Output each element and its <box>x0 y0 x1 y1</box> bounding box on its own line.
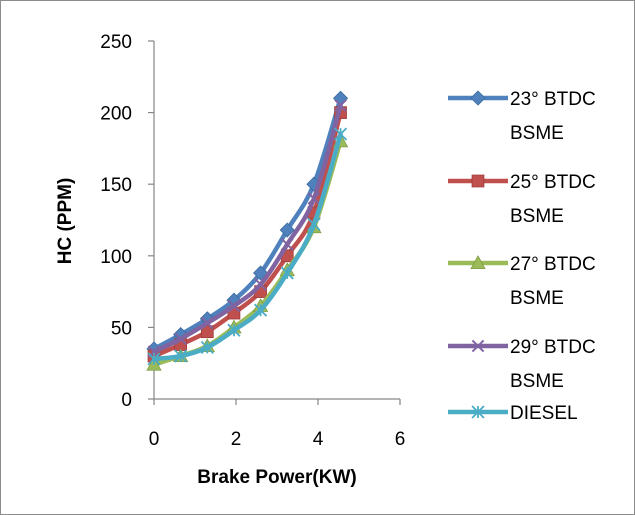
legend-label: 25° BTDC <box>510 172 596 193</box>
legend-label: BSME <box>510 371 564 392</box>
series-layer <box>146 90 349 371</box>
legend-label: 23° BTDC <box>510 89 596 110</box>
ticks <box>148 40 401 405</box>
tick-labels: 0 50 100 150 200 250 0 2 4 6 <box>100 32 405 450</box>
legend-item-1: 23° BTDC BSME <box>448 89 596 144</box>
data-point <box>470 90 486 106</box>
data-point <box>200 340 214 355</box>
legend-item-5: DIESEL <box>448 403 578 424</box>
series-5 <box>147 127 348 366</box>
data-point <box>471 174 485 188</box>
legend-label: DIESEL <box>510 403 578 424</box>
x-axis-title: Brake Power(KW) <box>197 467 356 488</box>
data-point <box>174 332 187 346</box>
data-point <box>174 349 188 363</box>
y-tick-label: 200 <box>100 104 132 125</box>
y-tick-label: 50 <box>111 318 132 339</box>
x-tick-label: 0 <box>149 429 160 450</box>
data-point <box>279 222 295 238</box>
legend-label: 27° BTDC <box>510 254 596 275</box>
data-point <box>470 255 486 270</box>
data-point <box>227 323 241 337</box>
series-4 <box>147 99 347 359</box>
y-tick-label: 150 <box>100 175 132 196</box>
y-tick-label: 100 <box>100 247 132 268</box>
data-point <box>254 303 268 317</box>
axes <box>153 41 400 400</box>
y-tick-label: 250 <box>100 32 132 53</box>
data-point <box>334 99 347 112</box>
legend-item-2: 25° BTDC BSME <box>448 172 596 227</box>
data-point <box>332 90 349 106</box>
legend-label: BSME <box>510 206 564 227</box>
data-point <box>333 127 348 141</box>
data-point <box>227 299 241 313</box>
data-point <box>307 217 321 231</box>
y-tick-label: 0 <box>121 390 132 411</box>
legend-label: 29° BTDC <box>510 337 596 358</box>
legend-item-3: 27° BTDC BSME <box>448 254 596 309</box>
x-tick-label: 4 <box>313 429 324 450</box>
legend-item-4: 29° BTDC BSME <box>448 337 596 392</box>
y-axis-title: HC (PPM) <box>55 178 76 265</box>
series-line <box>151 131 343 362</box>
data-point <box>147 352 161 366</box>
data-point <box>200 316 214 330</box>
data-point <box>254 278 267 291</box>
x-tick-label: 6 <box>395 429 406 450</box>
data-point <box>280 266 294 280</box>
legend-label: BSME <box>510 288 564 309</box>
data-point <box>471 339 485 353</box>
x-tick-label: 2 <box>231 429 242 450</box>
data-point <box>307 192 321 205</box>
data-point <box>471 405 485 419</box>
legend-label: BSME <box>510 123 564 144</box>
data-point <box>280 238 294 251</box>
